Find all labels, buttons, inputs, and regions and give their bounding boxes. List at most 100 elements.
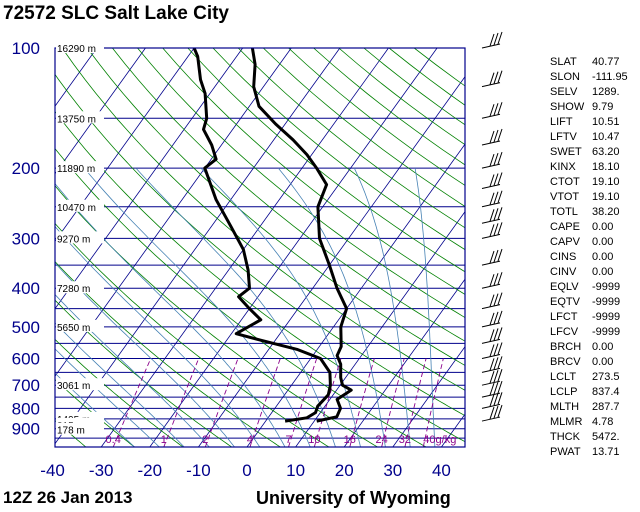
dry-adiabat-line xyxy=(212,48,465,251)
index-name: BRCV xyxy=(550,356,581,368)
pressure-tick-label: 300 xyxy=(12,229,40,248)
index-name: SELV xyxy=(550,86,578,98)
wind-barb xyxy=(481,31,503,49)
index-value: 19.10 xyxy=(592,176,620,188)
mixing-ratio-label: 7 xyxy=(285,434,291,446)
index-name: LCLT xyxy=(550,371,577,383)
height-label-bg xyxy=(56,161,104,174)
dry-adiabat-line xyxy=(55,299,233,447)
index-name: BRCH xyxy=(550,341,582,353)
index-name: LIFT xyxy=(550,116,573,128)
isotherm-line xyxy=(246,143,465,447)
index-value: -9999 xyxy=(592,296,621,308)
wind-barb xyxy=(481,128,503,146)
index-value: 273.5 xyxy=(592,371,620,383)
dry-adiabat-line xyxy=(86,48,465,366)
index-name: SLON xyxy=(550,71,580,83)
wind-barb xyxy=(481,310,503,328)
moist-adiabat-line xyxy=(55,322,185,447)
height-label-bg xyxy=(56,199,104,212)
dry-adiabat-line xyxy=(55,110,465,443)
isotherm-line xyxy=(295,211,465,447)
mixing-ratio-line xyxy=(288,358,318,447)
index-name: THCK xyxy=(550,431,580,443)
pressure-tick-label: 500 xyxy=(12,318,40,337)
index-value: -9999 xyxy=(592,281,621,293)
mixing-ratio-line xyxy=(112,358,152,447)
index-name: EQLV xyxy=(550,281,579,293)
wind-barb xyxy=(481,190,503,208)
moist-adiabat-line xyxy=(55,372,136,447)
isotherm-line xyxy=(198,76,465,447)
index-name: MLMR xyxy=(550,416,583,428)
mixing-ratio-line xyxy=(163,358,200,447)
index-value: 0.00 xyxy=(592,221,614,233)
height-label: 16290 m xyxy=(57,44,96,55)
moist-adiabat-line xyxy=(55,294,210,447)
dry-adiabat-line xyxy=(112,48,465,342)
moist-adiabat-line xyxy=(55,225,261,447)
isotherm-line xyxy=(100,48,389,447)
dry-adiabat-line xyxy=(55,378,136,447)
index-value: 837.4 xyxy=(592,386,620,398)
wind-barb xyxy=(481,102,503,119)
wind-barb xyxy=(481,292,503,310)
temperature-tick-label: 30 xyxy=(383,461,402,480)
mixing-ratio-label: 10 xyxy=(308,434,320,446)
wind-barb xyxy=(481,172,503,190)
dry-adiabat-line xyxy=(237,48,465,229)
height-label-bg xyxy=(56,281,104,294)
index-value: -9999 xyxy=(592,326,621,338)
height-label: 10470 m xyxy=(57,203,96,214)
pressure-tick-label: 800 xyxy=(12,399,40,418)
moist-adiabat-line xyxy=(83,167,311,447)
index-value: 9.79 xyxy=(592,101,614,113)
wind-barb xyxy=(481,272,503,289)
index-value: 0.00 xyxy=(592,266,614,278)
mixing-ratio-label: 16 xyxy=(344,434,356,446)
index-name: LFTV xyxy=(550,131,577,143)
index-name: LCLP xyxy=(550,386,578,398)
data-source: University of Wyoming xyxy=(256,488,451,508)
isotherm-line xyxy=(55,48,292,377)
dry-adiabat-line xyxy=(55,73,465,417)
index-name: SWET xyxy=(550,146,582,158)
temperature-tick-label: -30 xyxy=(89,461,114,480)
isotherm-line xyxy=(392,346,465,447)
index-value: 10.47 xyxy=(592,131,620,143)
index-name: CINV xyxy=(550,266,577,278)
index-value: 10.51 xyxy=(592,116,620,128)
moist-adiabat-line xyxy=(55,348,160,447)
dewpoint-trace xyxy=(192,48,332,423)
temperature-tick-label: 20 xyxy=(335,461,354,480)
index-name: CTOT xyxy=(550,176,580,188)
mixing-ratio-label: 4 xyxy=(247,434,253,446)
index-name: SHOW xyxy=(550,101,585,113)
mixing-ratio-line xyxy=(249,358,281,447)
index-name: KINX xyxy=(550,161,576,173)
index-name: LFCV xyxy=(550,326,579,338)
mixing-ratio-label: 2 xyxy=(202,434,208,446)
index-value: -111.95 xyxy=(592,71,628,83)
index-value: 1289. xyxy=(592,86,620,98)
mixing-ratio-line xyxy=(313,358,342,447)
index-name: LFCT xyxy=(550,311,578,323)
dry-adiabat-line xyxy=(162,48,465,295)
moist-adiabat-line xyxy=(414,168,436,447)
isotherm-line xyxy=(343,278,465,447)
index-name: VTOT xyxy=(550,191,580,203)
mixing-ratio-line xyxy=(422,358,444,447)
mixing-ratio-label: 32 xyxy=(399,434,411,446)
dry-adiabat-line xyxy=(288,48,465,186)
index-name: CAPE xyxy=(550,221,580,233)
index-value: 5472. xyxy=(592,431,620,443)
wind-barb xyxy=(481,70,503,88)
temperature-tick-label: 10 xyxy=(286,461,305,480)
index-value: -9999 xyxy=(592,311,621,323)
temperature-tick-label: 0 xyxy=(242,461,251,480)
height-label-bg xyxy=(56,41,104,53)
wind-barb xyxy=(481,369,503,386)
index-value: 38.20 xyxy=(592,206,620,218)
observation-time: 12Z 26 Jan 2013 xyxy=(3,488,133,507)
